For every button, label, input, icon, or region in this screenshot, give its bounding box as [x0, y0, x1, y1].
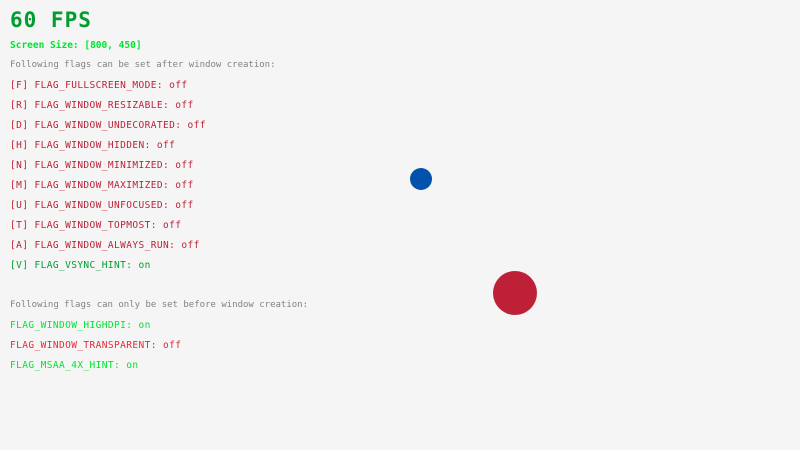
flag-line-fullscreen-mode: [F] FLAG_FULLSCREEN_MODE: off	[10, 80, 188, 91]
flag-line-window-topmost: [T] FLAG_WINDOW_TOPMOST: off	[10, 220, 182, 231]
fps-counter: 60 FPS	[10, 8, 92, 32]
flag-line-window-hidden: [H] FLAG_WINDOW_HIDDEN: off	[10, 140, 176, 151]
screen-size-label: Screen Size: [800, 450]	[10, 40, 142, 51]
flag-line-window-maximized: [M] FLAG_WINDOW_MAXIMIZED: off	[10, 180, 194, 191]
flag-line-window-always-run: [A] FLAG_WINDOW_ALWAYS_RUN: off	[10, 240, 200, 251]
before-creation-section-header: Following flags can only be set before w…	[10, 300, 309, 310]
flag-line-window-transparent: FLAG_WINDOW_TRANSPARENT: off	[10, 340, 182, 351]
flag-line-window-highdpi: FLAG_WINDOW_HIGHDPI: on	[10, 320, 151, 331]
mouse-position-circle	[410, 168, 432, 190]
flag-line-msaa-4x-hint: FLAG_MSAA_4X_HINT: on	[10, 360, 139, 371]
bouncing-ball	[493, 271, 537, 315]
flag-line-window-unfocused: [U] FLAG_WINDOW_UNFOCUSED: off	[10, 200, 194, 211]
after-creation-section-header: Following flags can be set after window …	[10, 60, 276, 70]
flag-line-window-minimized: [N] FLAG_WINDOW_MINIMIZED: off	[10, 160, 194, 171]
flag-line-window-undecorated: [D] FLAG_WINDOW_UNDECORATED: off	[10, 120, 206, 131]
flag-line-window-resizable: [R] FLAG_WINDOW_RESIZABLE: off	[10, 100, 194, 111]
flag-line-vsync-hint: [V] FLAG_VSYNC_HINT: on	[10, 260, 151, 271]
